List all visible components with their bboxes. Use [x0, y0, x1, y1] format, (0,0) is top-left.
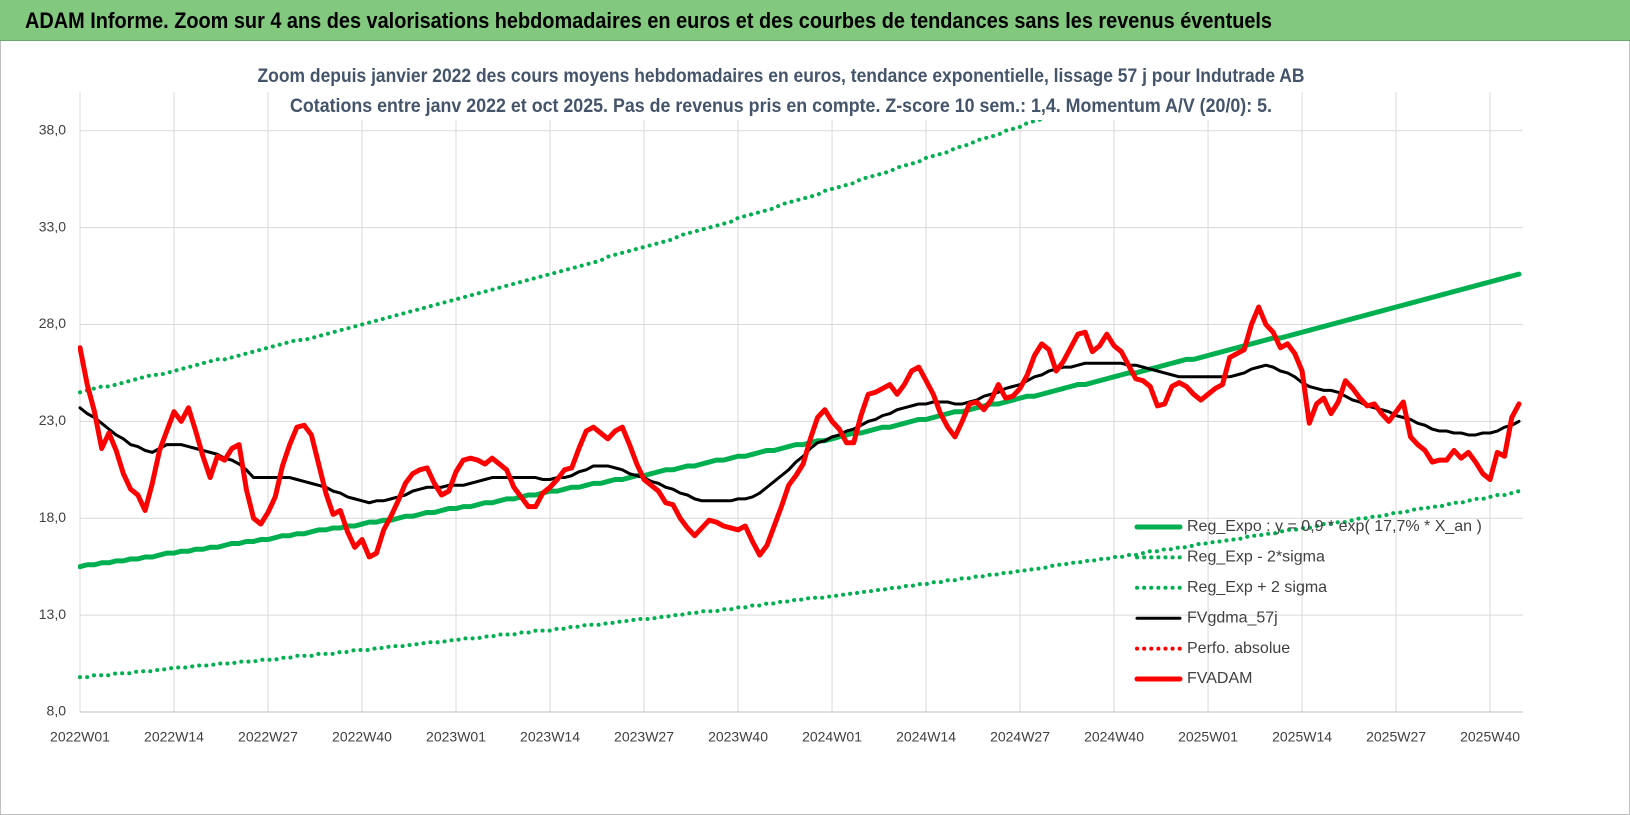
x-tick-label: 2024W40: [1084, 729, 1144, 745]
x-tick-label: 2023W27: [614, 729, 674, 745]
x-tick-label: 2022W14: [144, 729, 204, 745]
legend-label: FVADAM: [1187, 670, 1252, 687]
x-tick-label: 2025W27: [1366, 729, 1426, 745]
legend: Reg_Expo : y = 0,9 * exp( 17,7% * X_an )…: [1134, 518, 1482, 687]
legend-label: Reg_Exp + 2 sigma: [1187, 579, 1327, 596]
axes: 8,0 13,0 18,0 23,0 28,0 33,0 38,0 2022W01 2022W1…: [39, 121, 1523, 745]
y-tick-label: 33,0: [39, 218, 66, 234]
x-tick-label: 2022W27: [238, 729, 298, 745]
series-line: [78, 489, 1521, 680]
x-tick-label: 2024W14: [896, 729, 956, 745]
series-line: [78, 304, 1522, 560]
series-line: [78, 92, 1122, 395]
legend-label: Perfo. absolue: [1187, 640, 1290, 657]
x-tick-label: 2022W01: [50, 729, 110, 745]
x-tick-label: 2024W01: [802, 729, 862, 745]
y-tick-label: 23,0: [39, 412, 66, 428]
y-tick-label: 38,0: [39, 121, 66, 137]
y-tick-label: 18,0: [39, 509, 66, 525]
x-tick-label: 2023W40: [708, 729, 768, 745]
x-tick-label: 2022W40: [332, 729, 392, 745]
y-tick-label: 28,0: [39, 315, 66, 331]
legend-label: FVgdma_57j: [1187, 609, 1278, 626]
x-tick-label: 2023W01: [426, 729, 486, 745]
title-bar: [0, 0, 1630, 40]
subtitle-background: [282, 62, 1286, 120]
legend-label: Reg_Expo : y = 0,9 * exp( 17,7% * X_an ): [1187, 518, 1482, 535]
x-tick-label: 2025W14: [1272, 729, 1332, 745]
series-line: [78, 271, 1522, 570]
x-tick-label: 2025W01: [1178, 729, 1238, 745]
page-title: ADAM Informe. Zoom sur 4 ans des valoris…: [25, 8, 1272, 33]
chart-subtitle: Cotations entre janv 2022 et oct 2025. P…: [290, 96, 1272, 117]
legend-label: Reg_Exp - 2*sigma: [1187, 549, 1325, 566]
y-tick-label: 13,0: [39, 606, 66, 622]
y-tick-label: 8,0: [47, 703, 67, 719]
series-line: [78, 361, 1521, 505]
x-tick-label: 2024W27: [990, 729, 1050, 745]
grid: [79, 92, 1523, 713]
plot-area: [78, 92, 1522, 680]
x-tick-label: 2025W40: [1460, 729, 1520, 745]
chart-subtitle: Zoom depuis janvier 2022 des cours moyen…: [258, 66, 1305, 87]
x-tick-label: 2023W14: [520, 729, 580, 745]
